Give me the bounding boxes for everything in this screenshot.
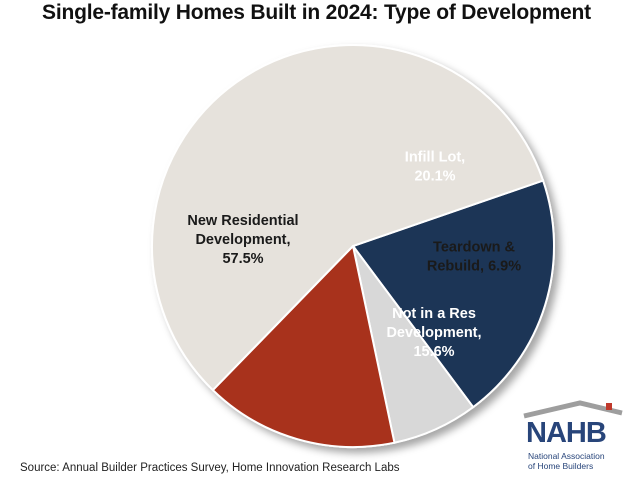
logo-subtitle-line1: National Association xyxy=(528,451,605,461)
pie-slice-0 xyxy=(351,179,555,409)
slice-label-0-line-1: 20.1% xyxy=(414,169,455,185)
slice-label-0: Infill Lot, 20.1% xyxy=(405,150,465,185)
slice-label-3: New Residential Development, 57.5% xyxy=(187,213,298,267)
roof-icon xyxy=(523,400,623,419)
pie-slice-3 xyxy=(151,44,545,392)
slice-label-0-line-0: Infill Lot, xyxy=(405,150,465,166)
pie-labels: Infill Lot, 20.1% Teardown & Rebuild, 6.9% N… xyxy=(187,150,521,361)
logo-subtitle: National Association of Home Builders xyxy=(528,451,628,471)
slice-label-3-line-2: 57.5% xyxy=(222,251,263,267)
slice-label-1-line-1: Rebuild, 6.9% xyxy=(427,259,521,275)
pie-slice-2 xyxy=(211,243,396,448)
logo-letters: NAHB xyxy=(526,417,607,449)
nahb-logo: NAHB National Association of Home Builde… xyxy=(518,400,630,478)
pie-slices xyxy=(151,44,555,448)
slice-label-3-line-0: New Residential xyxy=(187,213,298,229)
slice-label-1-line-0: Teardown & xyxy=(433,240,515,256)
slice-label-2-line-2: 15.6% xyxy=(413,344,454,360)
logo-subtitle-line2: of Home Builders xyxy=(528,461,594,471)
slice-label-2-line-1: Development, xyxy=(386,325,481,341)
slice-label-3-line-1: Development, xyxy=(195,232,290,248)
chart-title: Single-family Homes Built in 2024: Type … xyxy=(42,1,591,24)
source-note: Source: Annual Builder Practices Survey,… xyxy=(20,462,400,474)
slice-label-2: Not in a Res Development, 15.6% xyxy=(386,306,481,360)
slice-label-1: Teardown & Rebuild, 6.9% xyxy=(427,240,521,275)
slice-label-2-line-0: Not in a Res xyxy=(392,306,476,322)
